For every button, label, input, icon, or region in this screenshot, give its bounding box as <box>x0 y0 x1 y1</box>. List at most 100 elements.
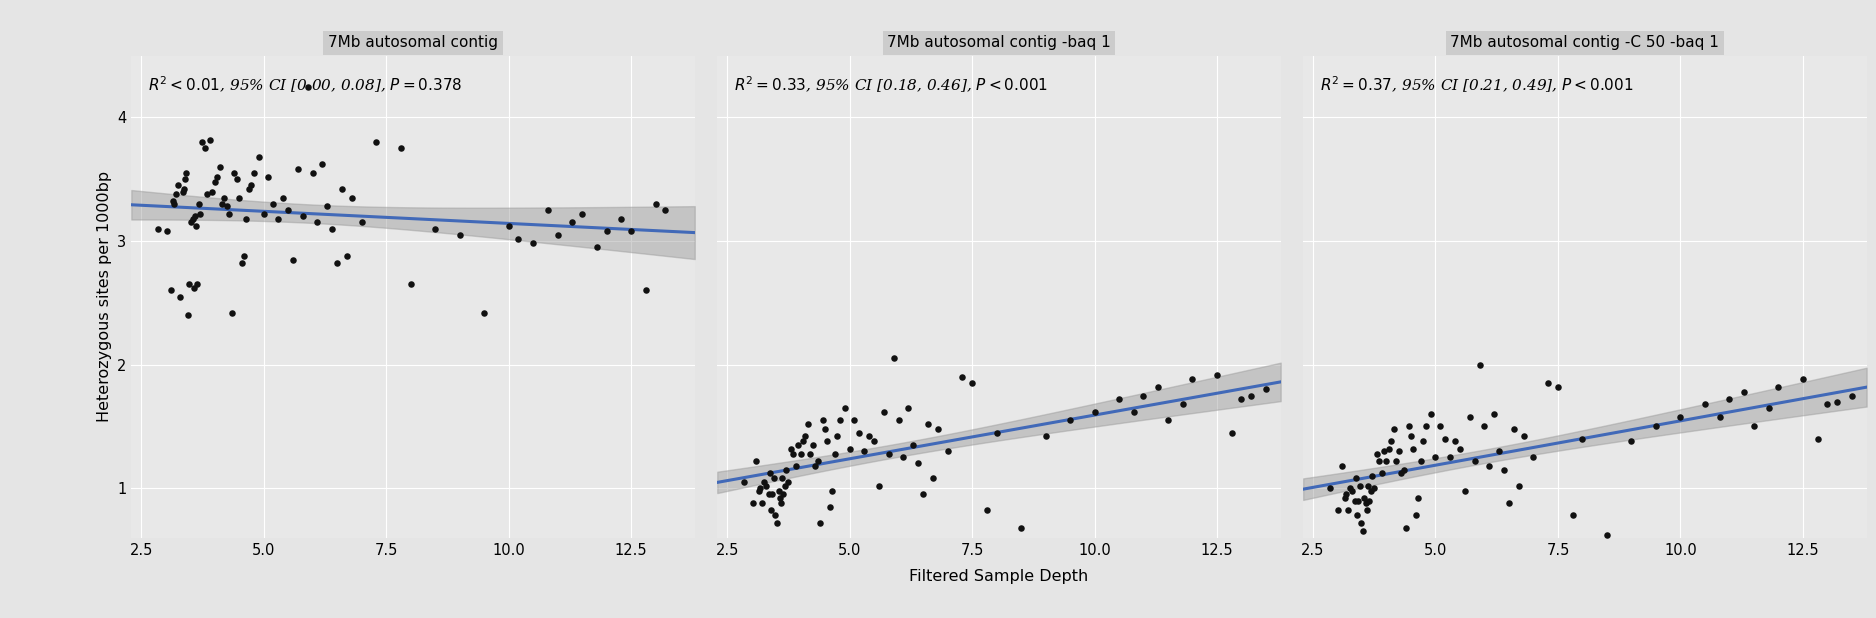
Point <box>212 201 242 211</box>
Y-axis label: Heterozygous sites per 1000bp: Heterozygous sites per 1000bp <box>96 171 111 422</box>
Point <box>1345 518 1375 528</box>
Point <box>1349 493 1379 503</box>
Point <box>747 498 777 508</box>
Point <box>180 211 210 221</box>
Point <box>1328 461 1358 471</box>
Point <box>1142 382 1172 392</box>
Point <box>769 481 799 491</box>
Point <box>1715 394 1745 404</box>
Point <box>1508 431 1538 441</box>
Point <box>1533 378 1563 388</box>
Point <box>1518 452 1548 462</box>
Point <box>1430 434 1460 444</box>
Point <box>1441 436 1471 446</box>
Point <box>174 279 204 289</box>
Point <box>165 292 195 302</box>
Point <box>1030 431 1060 441</box>
Point <box>445 230 475 240</box>
Point <box>1420 452 1450 462</box>
Point <box>1103 394 1133 404</box>
Point <box>219 168 250 178</box>
Point <box>765 493 795 503</box>
Point <box>180 221 210 231</box>
Point <box>347 218 377 227</box>
Point <box>1388 465 1418 475</box>
Point <box>932 446 962 456</box>
Point <box>1411 421 1441 431</box>
Point <box>332 251 362 261</box>
Point <box>745 486 775 496</box>
Point <box>1416 409 1446 419</box>
Point <box>745 483 775 493</box>
Point <box>850 446 880 456</box>
Point <box>814 502 844 512</box>
Point <box>223 193 253 203</box>
Point <box>1475 461 1505 471</box>
Point <box>268 193 298 203</box>
Point <box>503 234 533 243</box>
Point <box>1812 399 1842 409</box>
Point <box>278 255 308 265</box>
Point <box>801 461 831 471</box>
Point <box>1837 391 1867 400</box>
Point <box>606 214 636 224</box>
Point <box>874 449 904 459</box>
Point <box>210 193 240 203</box>
Point <box>231 214 261 224</box>
Point <box>1505 481 1535 491</box>
Point <box>1617 436 1647 446</box>
Point <box>1392 523 1422 533</box>
Point <box>947 372 977 382</box>
Point <box>189 143 219 153</box>
Point <box>1323 506 1353 515</box>
Point <box>790 431 820 441</box>
Point <box>263 214 293 224</box>
Point <box>493 221 523 231</box>
Point <box>1398 444 1428 454</box>
Point <box>1480 409 1510 419</box>
Point <box>1154 415 1184 425</box>
Point <box>197 187 227 197</box>
Title: 7Mb autosomal contig -baq 1: 7Mb autosomal contig -baq 1 <box>887 35 1111 50</box>
Point <box>728 477 758 487</box>
Point <box>1642 421 1672 431</box>
Point <box>630 286 660 295</box>
Point <box>1454 412 1484 421</box>
Point <box>754 489 784 499</box>
Point <box>221 174 251 184</box>
Point <box>203 172 233 182</box>
Point <box>1557 510 1587 520</box>
Point <box>195 135 225 145</box>
Point <box>884 415 914 425</box>
Point <box>1730 387 1760 397</box>
Point <box>1373 444 1403 454</box>
Point <box>1568 434 1598 444</box>
Point <box>1251 384 1281 394</box>
Point <box>298 168 328 178</box>
Point <box>1345 481 1375 491</box>
Point <box>957 378 987 388</box>
Point <box>749 477 779 487</box>
Point <box>822 431 852 441</box>
Point <box>902 459 932 468</box>
Point <box>765 498 795 508</box>
Point <box>1354 496 1384 506</box>
Point <box>807 415 837 425</box>
Point <box>1435 452 1465 462</box>
Point <box>803 456 833 466</box>
Point <box>769 489 799 499</box>
Point <box>188 137 218 147</box>
Point <box>1369 446 1399 456</box>
Point <box>771 465 801 475</box>
Point <box>865 481 895 491</box>
Point <box>1351 498 1381 508</box>
Point <box>1484 446 1514 456</box>
Point <box>812 436 842 446</box>
Point <box>820 449 850 459</box>
Point <box>1490 465 1520 475</box>
Point <box>908 489 938 499</box>
Point <box>786 449 816 459</box>
Point <box>1330 493 1360 503</box>
Point <box>788 436 818 446</box>
Point <box>741 456 771 466</box>
